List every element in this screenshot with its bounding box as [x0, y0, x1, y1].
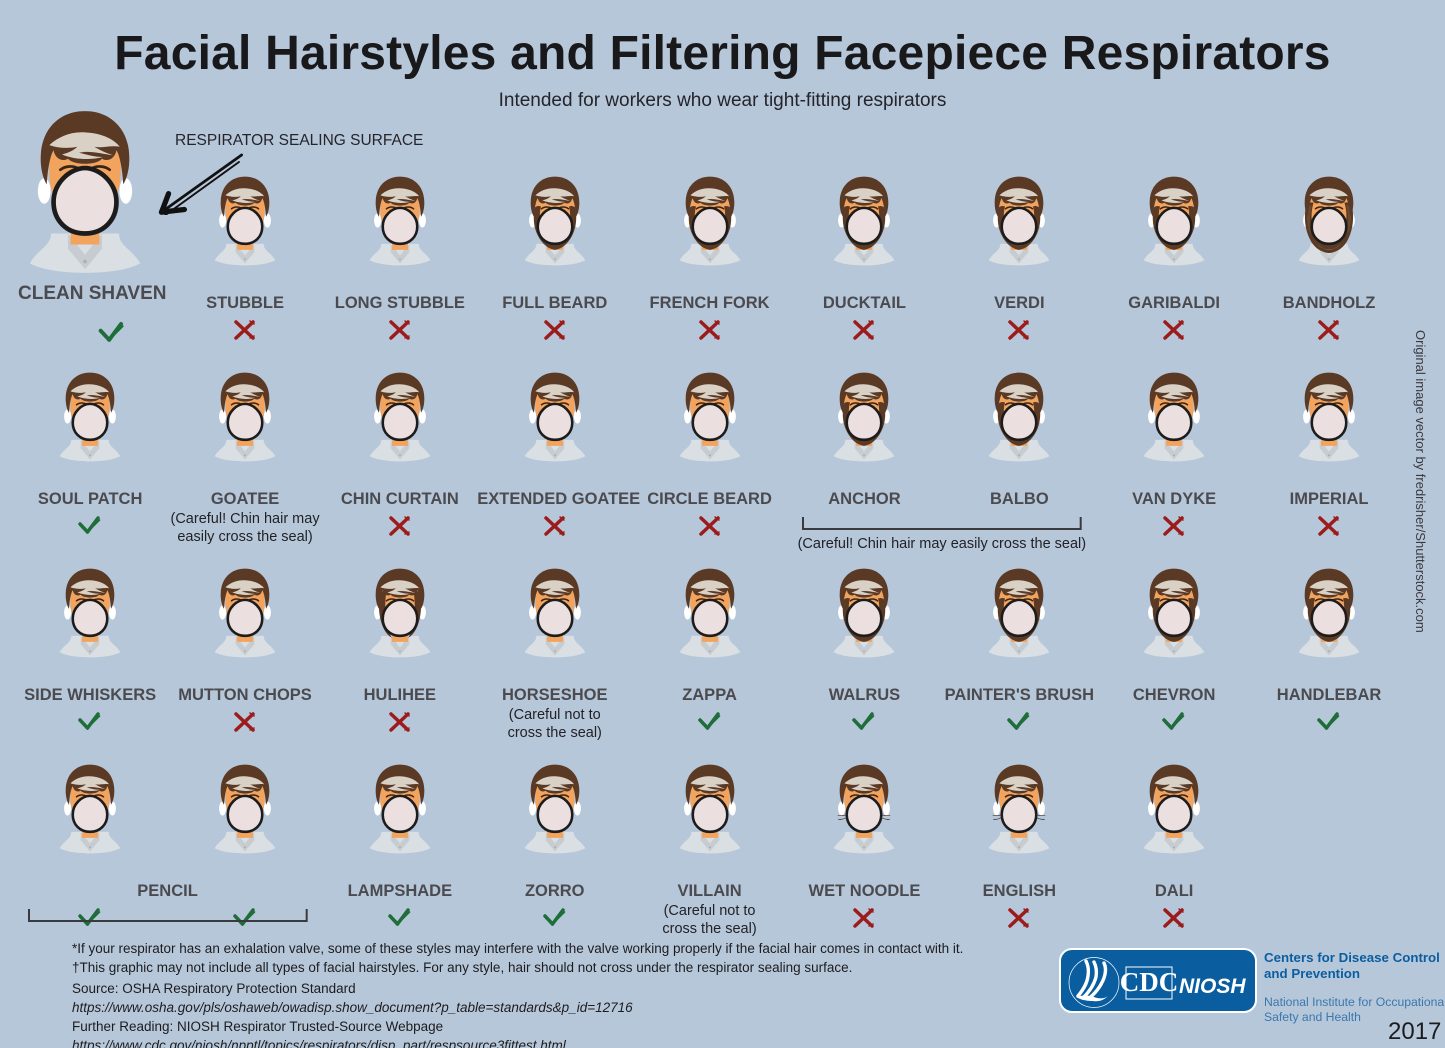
svg-text:CDC: CDC — [1120, 967, 1179, 997]
svg-text:NIOSH: NIOSH — [1179, 975, 1246, 998]
